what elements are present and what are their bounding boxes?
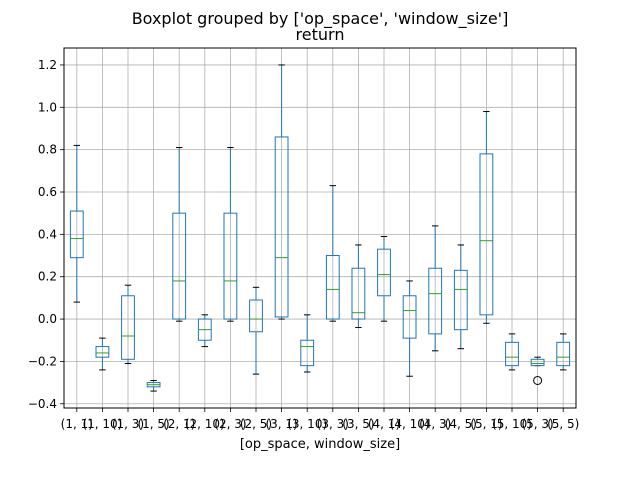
x-axis-label: [op_space, window_size] <box>240 437 400 452</box>
box-body <box>223 212 238 320</box>
y-tick-label: −0.2 <box>28 354 57 368</box>
box-(5, 5) <box>556 333 571 371</box>
y-tick-label: 0.4 <box>38 227 57 241</box>
x-tick-label: (1, 5) <box>137 417 169 431</box>
grid-lines <box>64 48 576 408</box>
box-(4, 1) <box>377 235 391 322</box>
chart-title: return <box>296 25 345 44</box>
x-tick-label: (4, 5) <box>445 417 477 431</box>
box-body <box>172 212 187 320</box>
box-(2, 10) <box>197 314 212 348</box>
box-(3, 1) <box>274 64 289 320</box>
box-(4, 10) <box>402 280 417 377</box>
y-axis-ticks: −0.4 −0.2 0.0 0.2 0.4 0.6 0.8 1.0 1.2 <box>28 58 64 411</box>
box-body <box>69 210 84 259</box>
box-body <box>505 341 519 367</box>
box-(2, 5) <box>249 286 263 375</box>
box-body <box>556 341 571 367</box>
box-body <box>249 299 263 333</box>
box-(3, 10) <box>300 314 315 373</box>
x-tick-label: (2, 5) <box>240 417 272 431</box>
axes-frame <box>63 47 577 409</box>
box-body <box>453 269 468 331</box>
box-body <box>530 358 545 367</box>
box-body <box>121 295 135 360</box>
box-body <box>300 339 315 367</box>
x-tick-label: (3, 3) <box>317 417 349 431</box>
box-body <box>428 267 443 335</box>
x-tick-label: (2, 1) <box>163 417 195 431</box>
x-tick-label: (3, 10) <box>287 417 327 431</box>
x-tick-label: (1, 1) <box>61 417 93 431</box>
box-(2, 1) <box>172 147 187 322</box>
y-tick-label: 0.6 <box>38 185 57 199</box>
y-tick-label: −0.4 <box>28 397 57 411</box>
box-(5, 3) <box>530 356 545 385</box>
box-(1, 1) <box>69 144 84 303</box>
x-tick-label: (3, 1) <box>265 417 297 431</box>
box-(5, 1) <box>479 111 494 324</box>
x-tick-label: (1, 3) <box>112 417 144 431</box>
outlier-point <box>533 375 543 385</box>
box-body <box>479 153 494 316</box>
x-tick-label: (4, 3) <box>419 417 451 431</box>
box-(1, 5) <box>146 379 161 392</box>
box-(3, 3) <box>325 185 340 322</box>
box-body <box>351 267 366 320</box>
box-(4, 5) <box>453 244 468 350</box>
box-body <box>325 255 340 320</box>
x-tick-label: (1, 10) <box>82 417 122 431</box>
box-body <box>377 248 391 297</box>
y-tick-label: 0.8 <box>38 143 57 157</box>
x-tick-label: (3, 5) <box>342 417 374 431</box>
y-tick-label: 1.2 <box>38 58 57 72</box>
box-(1, 10) <box>95 337 110 371</box>
x-axis-ticks: (1, 1)(1, 10)(1, 3)(1, 5)(2, 1)(2, 10)(2… <box>61 408 579 431</box>
x-tick-label: (2, 3) <box>214 417 246 431</box>
y-tick-label: 0.0 <box>38 312 57 326</box>
y-tick-label: 0.2 <box>38 270 57 284</box>
box-body <box>402 295 417 339</box>
x-tick-label: (5, 10) <box>492 417 532 431</box>
x-tick-label: (5, 1) <box>470 417 502 431</box>
box-body <box>95 346 110 358</box>
box-series <box>69 64 571 392</box>
y-tick-label: 1.0 <box>38 100 57 114</box>
x-tick-label: (5, 5) <box>547 417 579 431</box>
x-tick-label: (4, 10) <box>390 417 430 431</box>
box-(1, 3) <box>121 284 135 365</box>
box-(3, 5) <box>351 244 366 329</box>
box-(2, 3) <box>223 147 238 322</box>
x-tick-label: (5, 3) <box>521 417 553 431</box>
x-tick-label: (4, 1) <box>368 417 400 431</box>
chart-suptitle: Boxplot grouped by ['op_space', 'window_… <box>132 9 509 29</box>
x-tick-label: (2, 10) <box>185 417 225 431</box>
box-(5, 10) <box>505 333 519 371</box>
box-body <box>274 136 289 318</box>
box-(4, 3) <box>428 225 443 352</box>
